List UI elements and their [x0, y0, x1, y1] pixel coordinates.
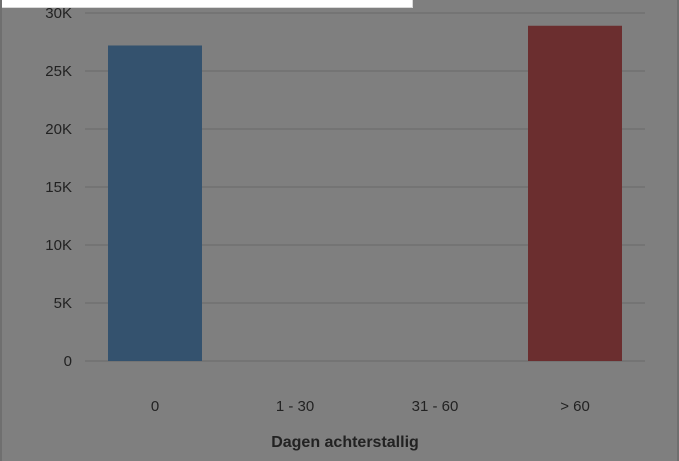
x-tick-label: 0 — [151, 398, 159, 415]
y-tick-label: 20K — [45, 121, 72, 138]
x-tick-label: > 60 — [560, 398, 590, 415]
bars — [108, 25, 622, 361]
y-tick-label: 0 — [64, 353, 72, 370]
x-tick-label: 31 - 60 — [412, 398, 459, 415]
x-axis-ticks: 0 1 - 30 31 - 60 > 60 — [151, 398, 590, 415]
y-tick-label: 25K — [45, 63, 72, 80]
y-tick-label: 30K — [45, 5, 72, 22]
x-tick-label: 1 - 30 — [276, 398, 314, 415]
y-tick-label: 5K — [54, 295, 72, 312]
y-tick-label: 10K — [45, 237, 72, 254]
x-axis-label: Dagen achterstallig — [271, 434, 419, 451]
overlay-panel — [2, 0, 413, 8]
y-axis-ticks: 0 5K 10K 15K 20K 25K 30K — [45, 5, 72, 370]
bar[interactable] — [528, 25, 622, 361]
bar[interactable] — [108, 45, 202, 361]
y-tick-label: 15K — [45, 179, 72, 196]
